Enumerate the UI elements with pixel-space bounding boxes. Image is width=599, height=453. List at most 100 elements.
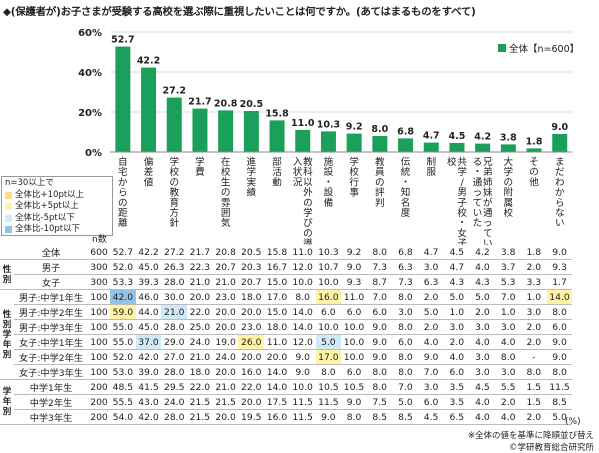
data-label: 15.8 xyxy=(265,108,289,119)
value-cell: 8.0 xyxy=(321,366,336,378)
table-row: 性別 男子 300 52.0 45.0 26.3 22.3 20.7 20.3 16.7 12.0 1… xyxy=(0,259,573,285)
value-cell: 11.0 xyxy=(266,336,288,348)
data-label: 42.2 xyxy=(137,56,160,67)
value-cell: 21.0 xyxy=(161,304,188,320)
bar xyxy=(192,108,208,152)
value-cell: 14.0 xyxy=(292,321,313,333)
value-cell: 42.0 xyxy=(138,411,159,423)
bar xyxy=(449,143,465,152)
data-label: 3.8 xyxy=(500,132,517,143)
value-cell: 4.5 xyxy=(423,411,439,423)
y-tick-label: 0% xyxy=(85,148,102,159)
bar xyxy=(141,67,157,152)
value-cell: 6.3 xyxy=(398,261,413,273)
table-row: 男子:中学3年生 100 55.0 45.0 28.0 25.0 20.0 23.0 18.0 1… xyxy=(0,320,573,335)
value-cell: 42.2 xyxy=(138,246,159,258)
value-cell: 22.3 xyxy=(189,261,211,273)
value-cell: 6.0 xyxy=(346,306,362,318)
bar xyxy=(423,142,439,152)
value-cell: 10.0 xyxy=(343,336,365,348)
value-cell: 5.0 xyxy=(552,411,567,423)
value-cell: 20.3 xyxy=(241,261,262,273)
bar xyxy=(372,136,388,152)
n-column-header: n数 xyxy=(92,235,107,245)
value-cell: 22.0 xyxy=(189,306,211,318)
data-label: 1.8 xyxy=(526,136,543,147)
value-cell: 20.7 xyxy=(215,261,236,273)
row-label: 女子:中学3年生 xyxy=(18,368,84,379)
value-cell: 4.2 xyxy=(475,246,490,258)
value-cell: 21.0 xyxy=(189,276,211,288)
value-cell: 1.0 xyxy=(449,306,465,318)
value-cell: 52.0 xyxy=(112,351,134,363)
bar xyxy=(295,130,311,152)
value-cell: 10.5 xyxy=(318,381,339,393)
value-cell: 11.5 xyxy=(292,411,313,423)
value-cell: 3.0 xyxy=(475,366,490,378)
value-cell: 28.0 xyxy=(163,276,185,288)
value-cell: 1.5 xyxy=(526,396,542,408)
x-tick-label: 大学の附属校 xyxy=(504,156,514,219)
value-cell: 2.0 xyxy=(423,321,439,333)
value-cell: 28.0 xyxy=(163,366,185,378)
value-cell: 17.5 xyxy=(266,396,288,408)
value-cell: 16.7 xyxy=(266,261,288,273)
data-label: 4.2 xyxy=(474,132,491,143)
value-cell: 3.0 xyxy=(475,321,490,333)
table-row: 男子:中学2年生 100 59.0 44.0 21.0 22.0 20.0 20.0 15.0 1… xyxy=(0,304,573,320)
value-cell: 8.0 xyxy=(398,321,413,333)
value-cell: 22.0 xyxy=(189,381,211,393)
value-cell: 20.8 xyxy=(215,246,236,258)
value-cell: 10.5 xyxy=(343,381,365,393)
value-cell: 5.0 xyxy=(475,291,490,303)
value-cell: 25.0 xyxy=(189,321,211,333)
data-label: 9.0 xyxy=(551,122,568,133)
page-title: ◆(保護者が)お子さまが受験する高校を選ぶ際に重視したいことは何ですか。(あては… xyxy=(3,6,476,18)
row-label: 女子:中学1年生 xyxy=(18,338,84,349)
row-n: 200 xyxy=(90,396,108,408)
x-tick-label: 教員の評判 xyxy=(375,156,385,209)
row-label: 中学2年生 xyxy=(29,398,73,409)
value-cell: 8.0 xyxy=(526,366,542,378)
x-tick-label: 学校の教育方針 xyxy=(169,156,179,229)
data-label: 52.7 xyxy=(111,35,134,46)
value-cell: 5.0 xyxy=(449,291,465,303)
row-n: 300 xyxy=(90,276,108,288)
group-cell: 性別 xyxy=(2,264,12,285)
value-cell: 3.0 xyxy=(500,321,516,333)
value-cell: 8.0 xyxy=(372,366,388,378)
value-cell: 42.0 xyxy=(110,289,136,305)
value-cell: 27.2 xyxy=(163,246,185,258)
y-tick-label: 20% xyxy=(78,108,102,119)
value-cell: 39.0 xyxy=(138,366,159,378)
highlight-legend-box: n=30以上で 全体比+10pt以上 全体比+5pt以上 全体比-5pt以下 全… xyxy=(1,176,113,236)
x-tick-label: 進学実績 xyxy=(247,156,257,199)
x-tick-label: 共学/男子校・女子校 xyxy=(447,156,467,245)
value-cell: 20.0 xyxy=(241,306,262,318)
data-table: 全体 600 52.7 42.2 27.2 21.7 20.8 20.5 15.8 11.0 10.… xyxy=(0,245,573,425)
legend-label: 全体【n=600】 xyxy=(509,44,580,55)
row-label: 中学3年生 xyxy=(29,413,73,424)
value-cell: 2.0 xyxy=(500,396,516,408)
group-cell: 学年別 xyxy=(2,387,12,417)
row-n: 200 xyxy=(90,411,108,423)
value-cell: 20.0 xyxy=(215,306,236,318)
x-tick-label: 伝統・知名度 xyxy=(401,157,411,219)
value-cell: 4.5 xyxy=(475,381,490,393)
data-label: 20.5 xyxy=(240,99,263,110)
value-cell: 3.3 xyxy=(526,276,542,288)
value-cell: 19.0 xyxy=(215,336,236,348)
value-cell: 1.7 xyxy=(552,276,567,288)
value-cell: 9.0 xyxy=(552,336,567,348)
value-cell: 2.0 xyxy=(526,336,542,348)
table-row: 中学2年生 200 55.5 43.0 24.0 21.5 21.5 20.0 17.5 11.5… xyxy=(0,395,573,410)
value-cell: 55.0 xyxy=(112,321,134,333)
value-cell: 20.0 xyxy=(215,321,236,333)
value-cell: 20.5 xyxy=(241,246,262,258)
row-n: 100 xyxy=(90,291,108,303)
value-cell: 48.5 xyxy=(112,381,134,393)
value-cell: 3.0 xyxy=(500,366,516,378)
value-cell: 6.0 xyxy=(346,366,362,378)
value-cell: 42.0 xyxy=(138,351,159,363)
value-cell: 1.8 xyxy=(526,246,542,258)
